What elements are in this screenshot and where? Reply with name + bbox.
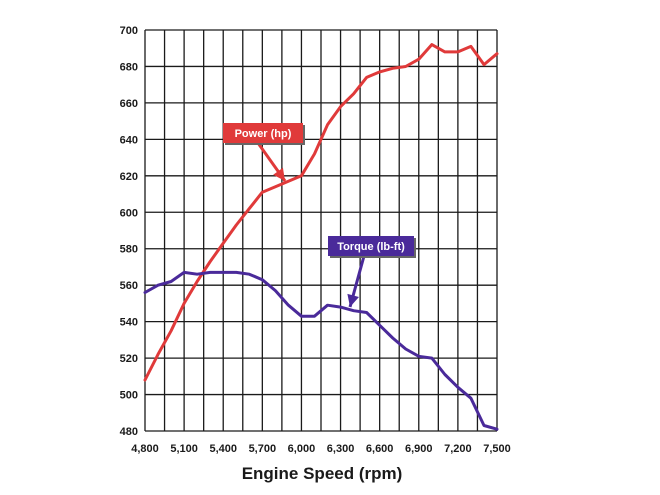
y-tick-label: 500 — [120, 390, 138, 402]
y-tick-label: 520 — [120, 353, 138, 365]
callout-box — [328, 236, 414, 256]
y-tick-label: 480 — [120, 426, 138, 438]
y-tick-label: 680 — [120, 61, 138, 73]
x-tick-label: 6,900 — [405, 443, 433, 455]
series-line-torque — [143, 270, 499, 431]
y-tick-label: 640 — [120, 134, 138, 146]
x-tick-label: 4,800 — [131, 443, 159, 455]
callout-box — [223, 123, 303, 143]
x-tick-label: 5,400 — [209, 443, 237, 455]
y-axis-ticks: 480 500 520 540 560 580 600 620 640 660 680 700 — [120, 25, 138, 438]
y-tick-label: 700 — [120, 25, 138, 37]
callout-arrowhead — [273, 167, 285, 181]
y-tick-label: 540 — [120, 317, 138, 329]
y-tick-label: 600 — [120, 207, 138, 219]
x-axis-title: Engine Speed (rpm) — [242, 464, 403, 483]
x-axis-ticks: 4,800 5,100 5,400 5,700 6,000 6,300 6,600 6,900… — [131, 443, 511, 455]
y-tick-label: 620 — [120, 171, 138, 183]
y-tick-label: 580 — [120, 244, 138, 256]
series-lines — [143, 43, 499, 431]
callout-label: Power (hp) — [235, 128, 292, 140]
x-tick-label: 6,600 — [366, 443, 394, 455]
x-tick-label: 6,000 — [288, 443, 316, 455]
callout-power: Power (hp) — [223, 123, 305, 182]
x-tick-label: 5,100 — [170, 443, 198, 455]
x-tick-label: 6,300 — [327, 443, 355, 455]
x-tick-label: 7,500 — [483, 443, 511, 455]
x-tick-label: 7,200 — [444, 443, 472, 455]
callout-torque: Torque (lb-ft) — [328, 236, 416, 308]
callout-label: Torque (lb-ft) — [337, 241, 405, 253]
series-line-power — [143, 43, 499, 382]
y-tick-label: 560 — [120, 280, 138, 292]
y-tick-label: 660 — [120, 98, 138, 110]
callout-arrowhead — [347, 293, 359, 307]
x-tick-label: 5,700 — [249, 443, 277, 455]
grid — [144, 29, 498, 432]
callouts: Power (hp) Torque (lb-ft) — [223, 123, 416, 308]
